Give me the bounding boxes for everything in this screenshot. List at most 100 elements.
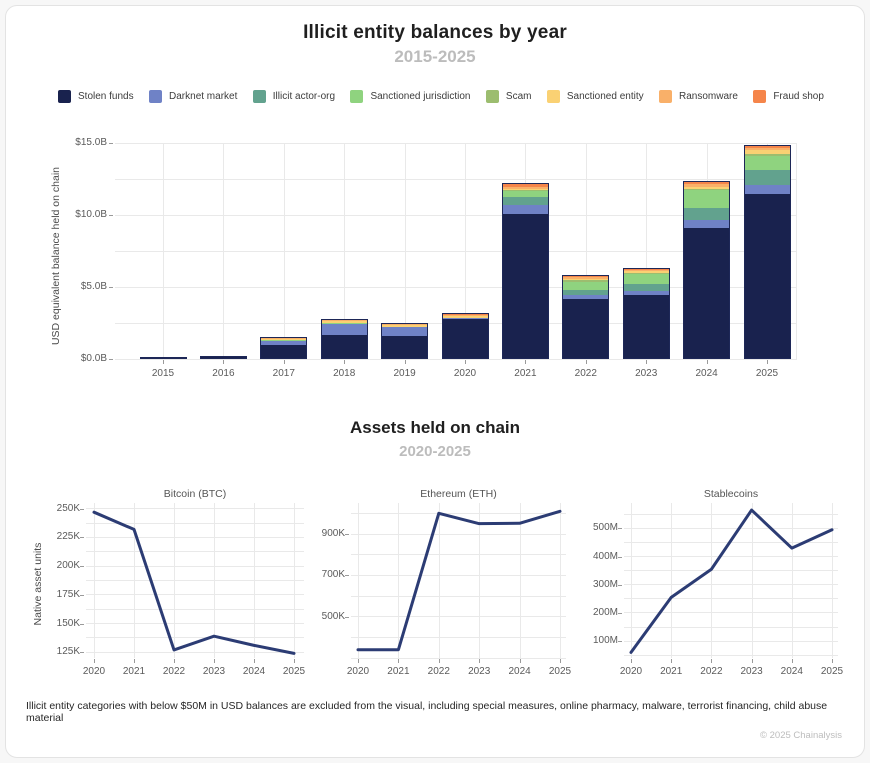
gridline-v	[174, 503, 175, 658]
mini-y-tick-label: 175K	[56, 588, 80, 600]
gridline-h	[624, 654, 838, 656]
legend-item-label: Sanctioned jurisdiction	[370, 91, 471, 102]
gridline-h	[86, 594, 304, 596]
gridline-h	[351, 595, 566, 597]
bar-segment-ransomware	[442, 314, 488, 316]
mini-x-tick-mark	[438, 659, 440, 663]
legend-item-4: Scam	[485, 90, 532, 103]
legend-item-label: Ransomware	[679, 91, 738, 102]
mini-y-tick-mark	[80, 652, 84, 654]
bar-segment-fraud-shop	[623, 268, 669, 270]
main-x-tick-mark	[404, 360, 406, 364]
legend: Stolen funds Darknet market Illicit actor-…	[58, 90, 824, 103]
mini-x-tick-label: 2023	[468, 666, 491, 677]
mini-x-tick-label: 2025	[282, 666, 306, 677]
mini-x-tick-label: 2023	[740, 666, 763, 677]
legend-item-label: Scam	[505, 91, 532, 102]
mini-y-tick-label: 225K	[56, 531, 80, 543]
gridline-v	[404, 143, 406, 359]
gridline-v	[398, 503, 400, 658]
mini-chart-plot-2	[624, 503, 838, 658]
mini-x-tick-label: 2025	[820, 666, 844, 677]
mini-y-tick-label: 900K	[321, 528, 345, 539]
gridline-v	[585, 143, 587, 359]
gridline-h	[351, 554, 566, 556]
bar-segment-ransomware	[623, 269, 669, 272]
mini-y-tick-mark	[80, 623, 84, 625]
gridline-v	[646, 143, 648, 359]
legend-item-0: Stolen funds	[58, 90, 134, 103]
gridline-v	[791, 503, 793, 658]
bar-segment-fraud-shop	[563, 275, 609, 278]
legend-swatch-icon	[252, 90, 266, 103]
legend-swatch-icon	[546, 90, 560, 103]
gridline-h	[115, 250, 797, 252]
chart-card: Illicit entity balances by year 2015-202…	[5, 5, 865, 758]
bar-segment-illicit-actor-org	[502, 197, 548, 205]
bar-segment-fraud-shop	[744, 146, 790, 148]
legend-swatch-icon	[350, 90, 364, 103]
line-series-1	[356, 509, 562, 652]
legend-item-1: Darknet market	[149, 90, 237, 103]
mini-y-tick-mark	[618, 612, 622, 614]
mini-y-tick-mark	[345, 575, 349, 577]
gridline-v	[163, 143, 164, 359]
mini-x-tick-label: 2022	[162, 666, 186, 677]
legend-item-6: Ransomware	[659, 90, 738, 103]
legend-item-7: Fraud shop	[753, 90, 824, 103]
main-y-tick-label: $0.0B	[80, 353, 107, 364]
gridline-v	[671, 503, 673, 658]
legend-swatch-icon	[149, 90, 163, 103]
gridline-h	[86, 637, 304, 639]
mini-x-tick-label: 2024	[508, 666, 531, 677]
legend-item-label: Illicit actor-org	[272, 91, 336, 102]
section2-title: Assets held on chain	[349, 418, 521, 437]
gridline-h	[86, 580, 304, 581]
mini-x-tick-label: 2022	[427, 666, 450, 677]
gridline-h	[624, 640, 838, 642]
bar-segment-sanctioned-jurisdiction	[744, 156, 790, 171]
line-series-2	[629, 508, 834, 654]
legend-item-2: Illicit actor-org	[252, 90, 336, 103]
mini-y-tick-label: 250K	[56, 502, 80, 514]
main-y-tick-label: $10.0B	[75, 209, 107, 220]
bar-segment-illicit-actor-org	[684, 207, 730, 220]
bar-segment-ransomware	[744, 147, 790, 151]
gridline-v	[479, 503, 481, 658]
bar-segment-sanctioned-entity	[442, 315, 488, 318]
main-x-tick-mark	[767, 360, 768, 364]
bar-segment-darknet-market	[563, 295, 609, 299]
mini-y-tick-label: 500K	[321, 610, 345, 622]
page-title: Illicit entity balances by year	[303, 22, 567, 43]
gridline-v	[344, 143, 346, 359]
mini-x-tick-mark	[560, 659, 561, 663]
mini-x-tick-label: 2020	[619, 666, 643, 677]
mini-x-tick-mark	[751, 659, 753, 663]
gridline-v	[358, 503, 359, 658]
gridline-h	[624, 612, 838, 614]
legend-swatch-icon	[58, 90, 71, 103]
gridline-v	[223, 143, 225, 359]
line-series-0	[92, 510, 296, 655]
main-x-tick-label: 2015	[151, 368, 175, 379]
bar-segment-sanctioned-entity	[744, 150, 790, 154]
gridline-h	[115, 286, 797, 288]
mini-x-tick-label: 2020	[82, 666, 106, 677]
mini-x-tick-mark	[358, 659, 359, 663]
bar-segment-stolen-funds	[442, 319, 488, 358]
main-x-tick-label: 2023	[635, 368, 658, 379]
bar-segment-sanctioned-jurisdiction	[563, 281, 609, 291]
mini-y-tick-mark	[618, 584, 622, 586]
main-x-tick-mark	[525, 360, 527, 364]
bar-segment-stolen-funds	[321, 335, 367, 358]
bar-segment-ransomware	[502, 187, 548, 190]
bar-2020	[441, 312, 489, 359]
gridline-v	[465, 143, 466, 359]
mini-y-tick-mark	[618, 556, 622, 558]
bar-2016	[199, 356, 247, 359]
mini-y-tick-mark	[345, 616, 349, 618]
main-x-tick-mark	[465, 360, 466, 364]
gridline-v	[560, 503, 561, 658]
bar-2021	[501, 183, 549, 359]
gridline-h	[86, 651, 304, 653]
